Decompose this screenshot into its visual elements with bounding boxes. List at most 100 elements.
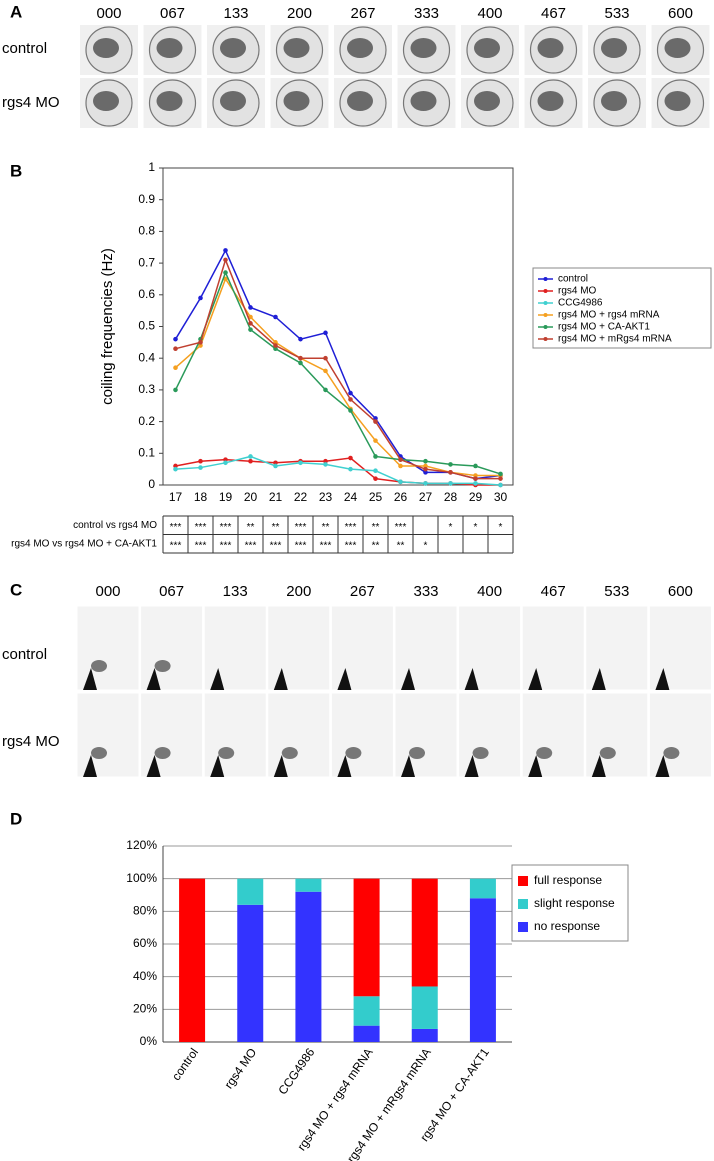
table-cell: *	[424, 540, 428, 551]
needle	[655, 755, 670, 777]
point	[498, 471, 503, 477]
table-cell: ***	[295, 522, 307, 533]
photo	[267, 605, 331, 691]
frame-label: 533	[604, 5, 629, 22]
y-tick-label: 60%	[133, 936, 157, 950]
embryo	[156, 38, 183, 58]
x-tick-label: 27	[419, 490, 433, 504]
needle	[591, 668, 606, 690]
table-cell: ***	[220, 522, 232, 533]
larva	[154, 660, 171, 672]
point	[473, 476, 478, 481]
point	[273, 314, 278, 320]
point	[248, 454, 253, 459]
larva	[536, 747, 553, 759]
point	[348, 466, 353, 472]
table-cell: *	[474, 522, 478, 533]
embryo	[664, 91, 691, 111]
x-tick-label: 21	[269, 490, 283, 504]
point	[273, 346, 278, 351]
x-tick-label: 29	[469, 490, 483, 504]
point	[273, 343, 278, 348]
y-tick-label: 1	[148, 160, 155, 174]
y-tick-label: 0.7	[138, 255, 155, 269]
point	[323, 387, 328, 393]
needle	[591, 755, 606, 777]
legend-label: full response	[534, 873, 602, 887]
point	[348, 408, 353, 413]
photo	[394, 605, 458, 691]
frame-label: 400	[477, 5, 502, 22]
bar-segment	[353, 878, 380, 997]
table-cell: ***	[170, 540, 182, 551]
photo	[203, 605, 267, 691]
table-cell: ***	[345, 522, 357, 533]
table-cell: ***	[195, 540, 207, 551]
photo	[394, 692, 458, 778]
point	[473, 481, 478, 486]
table-cell: ***	[170, 522, 182, 533]
y-tick-label: 0.9	[138, 192, 155, 206]
frame-label: 000	[96, 5, 121, 22]
x-tick-label: 24	[344, 490, 358, 504]
point	[248, 305, 253, 310]
bar-segment	[411, 1028, 438, 1042]
x-tick-label: 17	[169, 490, 183, 504]
point	[423, 470, 428, 475]
series-line	[175, 455, 501, 486]
point	[423, 466, 428, 472]
point	[448, 470, 453, 475]
y-tick-label: 0.3	[138, 382, 155, 396]
bar-segment	[469, 898, 496, 1042]
point	[198, 465, 203, 470]
needle	[146, 668, 161, 690]
embryo	[93, 91, 119, 111]
point	[348, 455, 353, 461]
point	[173, 387, 178, 393]
table-cell: ***	[395, 522, 407, 533]
bar-segment	[237, 904, 264, 1042]
larva	[91, 660, 107, 672]
point	[248, 321, 253, 326]
point	[323, 355, 328, 361]
series-line	[175, 277, 501, 477]
needle	[273, 668, 288, 690]
x-tick-label: 19	[219, 490, 233, 504]
point	[398, 457, 403, 462]
needle	[83, 668, 97, 690]
legend-box	[511, 864, 629, 942]
point	[323, 458, 328, 464]
photo	[203, 692, 267, 778]
point	[373, 454, 378, 459]
frame-label: 267	[350, 5, 375, 22]
bar-segment	[411, 986, 438, 1029]
x-tick-label: 25	[369, 490, 383, 504]
y-tick-label: 0.1	[138, 445, 155, 459]
point	[423, 463, 428, 469]
photo	[585, 605, 649, 691]
needle	[401, 755, 415, 777]
legend-swatch	[543, 277, 548, 281]
embryo	[347, 38, 373, 58]
table-cell: *	[499, 522, 503, 533]
table-cell: ***	[245, 540, 257, 551]
row-label: rgs4 MO	[2, 94, 60, 111]
series-line	[175, 257, 501, 480]
table-cell: ***	[220, 540, 232, 551]
point	[198, 295, 203, 301]
x-tick-label: 28	[444, 490, 458, 504]
frame-label: 200	[286, 583, 311, 600]
x-tick-label: 18	[194, 490, 208, 504]
larva	[409, 747, 425, 759]
frame-label: 333	[414, 5, 439, 22]
point	[323, 368, 328, 374]
table-cell: *	[449, 522, 453, 533]
photo	[648, 692, 712, 778]
point	[473, 463, 478, 469]
frame-label: 067	[159, 583, 184, 600]
row-label: rgs4 MO	[2, 733, 60, 750]
point	[223, 248, 228, 253]
photo	[140, 692, 204, 778]
y-tick-label: 0	[148, 477, 155, 491]
photo	[585, 692, 649, 778]
